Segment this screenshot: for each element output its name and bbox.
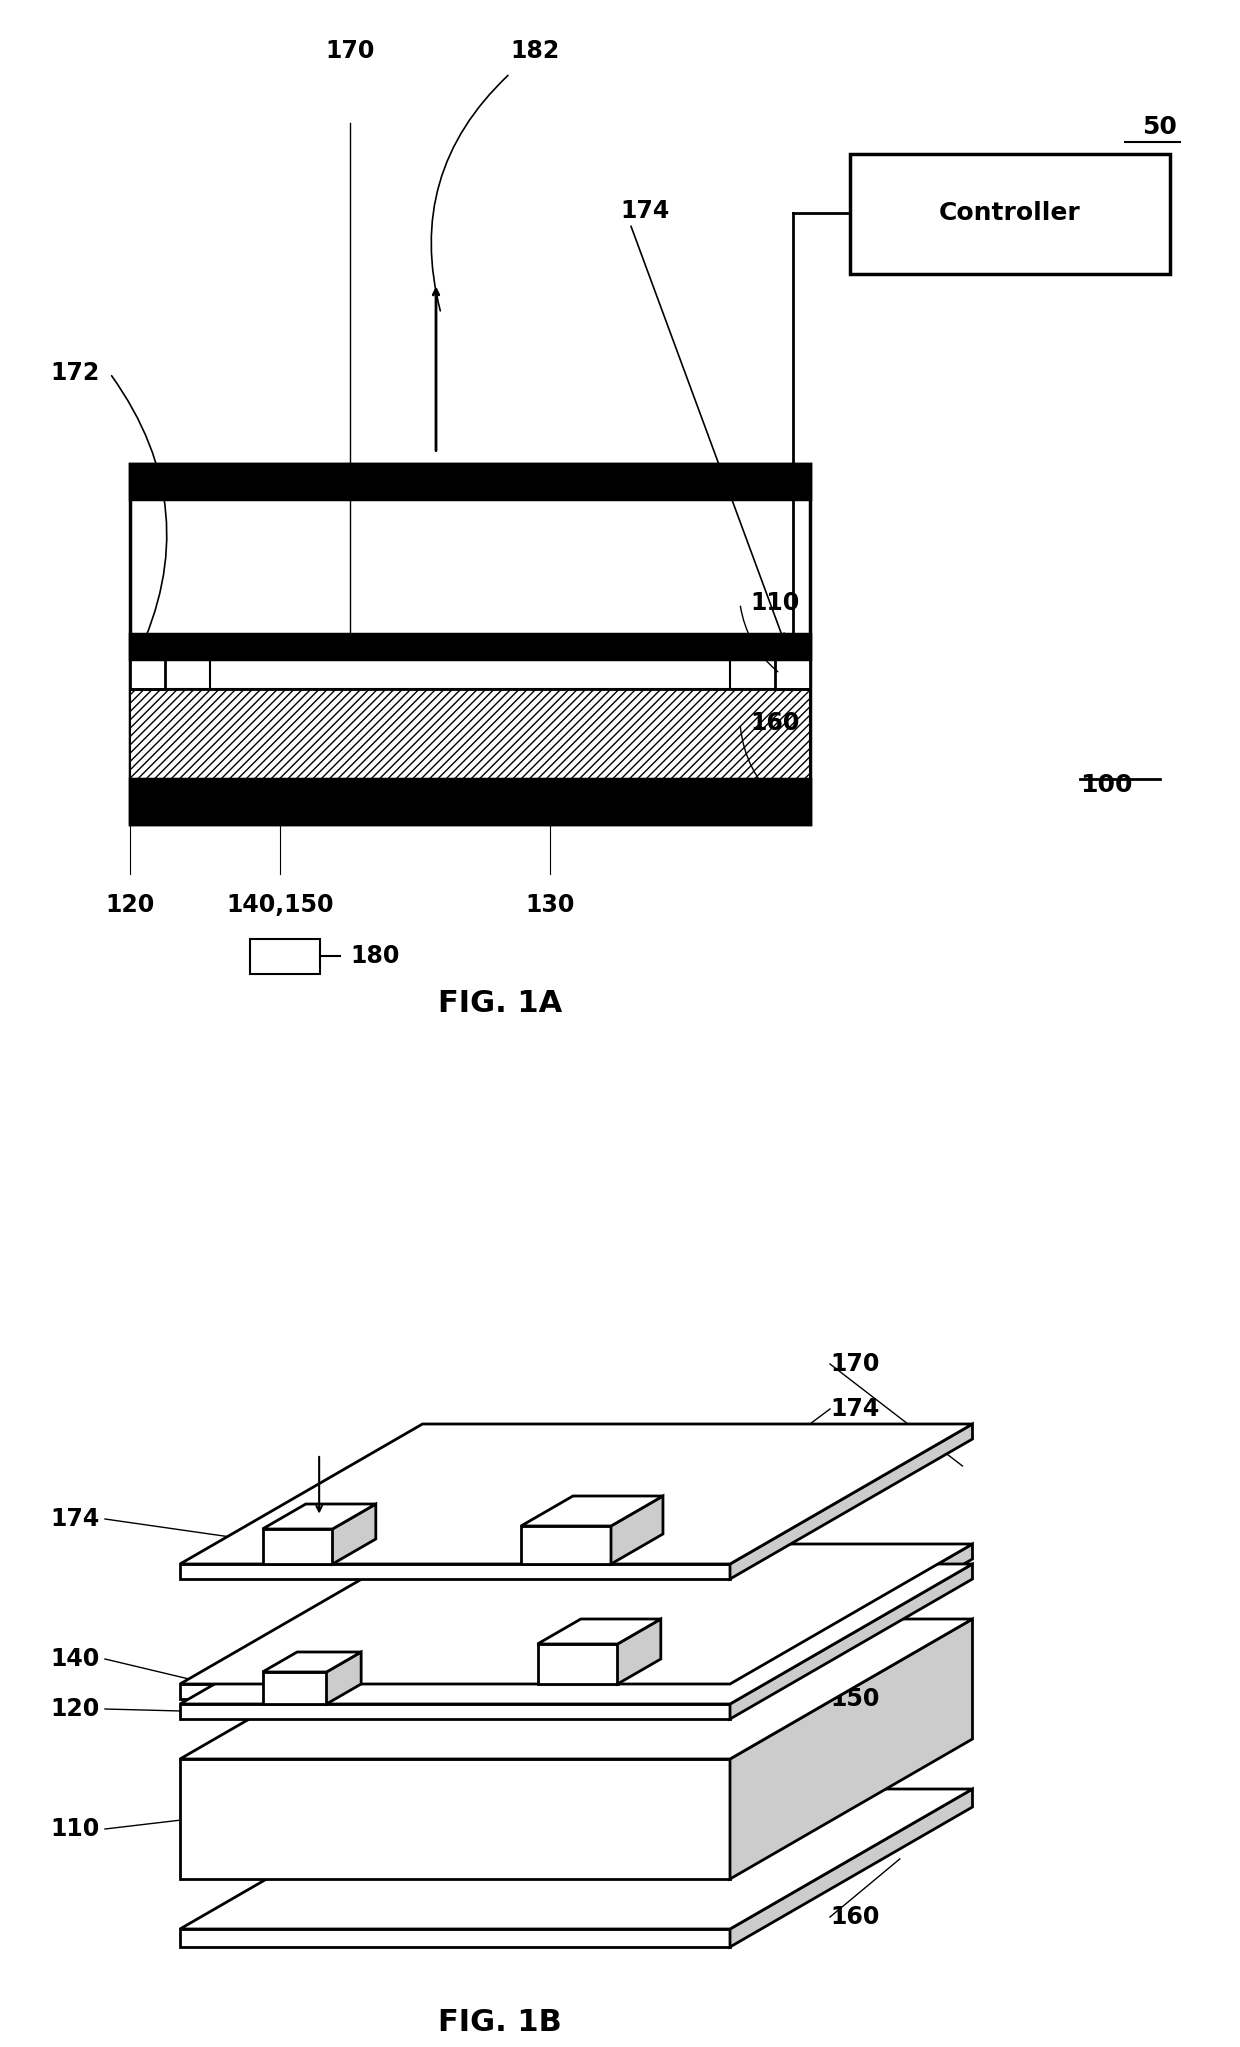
Bar bbox=[130, 463, 810, 499]
Text: FIG. 1B: FIG. 1B bbox=[438, 2008, 562, 2037]
Polygon shape bbox=[180, 1685, 730, 1699]
Polygon shape bbox=[521, 1496, 663, 1525]
Bar bbox=[210, 643, 730, 655]
Polygon shape bbox=[180, 1564, 972, 1703]
Polygon shape bbox=[730, 1564, 972, 1719]
Polygon shape bbox=[180, 1564, 730, 1578]
Polygon shape bbox=[180, 1789, 972, 1928]
Polygon shape bbox=[263, 1672, 326, 1703]
Text: 182: 182 bbox=[510, 39, 559, 63]
Bar bbox=[130, 633, 165, 688]
Polygon shape bbox=[180, 1758, 730, 1879]
Polygon shape bbox=[730, 1425, 972, 1578]
Polygon shape bbox=[180, 1425, 972, 1564]
Bar bbox=[130, 633, 810, 659]
Polygon shape bbox=[537, 1644, 618, 1685]
Bar bbox=[849, 154, 1171, 274]
Text: 130: 130 bbox=[830, 1652, 879, 1676]
Text: FIG. 1A: FIG. 1A bbox=[438, 989, 562, 1019]
Polygon shape bbox=[730, 1789, 972, 1947]
Text: 120: 120 bbox=[105, 892, 155, 917]
Bar bbox=[130, 778, 810, 823]
Bar bbox=[130, 463, 810, 823]
Text: 174: 174 bbox=[51, 1507, 100, 1531]
Bar bbox=[130, 688, 810, 778]
Bar bbox=[775, 633, 810, 688]
Polygon shape bbox=[180, 1928, 730, 1947]
Polygon shape bbox=[263, 1505, 376, 1529]
Text: 110: 110 bbox=[750, 592, 800, 616]
Text: 160: 160 bbox=[830, 1906, 879, 1928]
Text: 110: 110 bbox=[51, 1818, 100, 1840]
Polygon shape bbox=[263, 1529, 332, 1564]
Text: 160: 160 bbox=[750, 712, 800, 735]
Polygon shape bbox=[611, 1496, 663, 1564]
Text: 50: 50 bbox=[1142, 115, 1178, 139]
Bar bbox=[210, 655, 730, 688]
Text: 130: 130 bbox=[526, 892, 574, 917]
Polygon shape bbox=[537, 1619, 661, 1644]
Polygon shape bbox=[730, 1543, 972, 1699]
Text: 120: 120 bbox=[51, 1697, 100, 1722]
Text: 174: 174 bbox=[830, 1396, 879, 1421]
Text: 172: 172 bbox=[50, 362, 99, 385]
Text: 170: 170 bbox=[325, 39, 374, 63]
Polygon shape bbox=[180, 1543, 972, 1685]
Polygon shape bbox=[521, 1525, 611, 1564]
Polygon shape bbox=[332, 1505, 376, 1564]
Text: 100: 100 bbox=[1080, 774, 1132, 798]
Bar bbox=[250, 938, 320, 974]
Text: Controller: Controller bbox=[939, 201, 1081, 225]
Polygon shape bbox=[263, 1652, 361, 1672]
Text: 140,150: 140,150 bbox=[226, 892, 334, 917]
Polygon shape bbox=[180, 1703, 730, 1719]
Text: 150: 150 bbox=[830, 1687, 879, 1711]
Text: 174: 174 bbox=[620, 199, 670, 223]
Polygon shape bbox=[326, 1652, 361, 1703]
Polygon shape bbox=[730, 1619, 972, 1879]
Polygon shape bbox=[618, 1619, 661, 1685]
Text: 170: 170 bbox=[830, 1351, 879, 1376]
Polygon shape bbox=[180, 1619, 972, 1758]
Text: 180: 180 bbox=[350, 944, 399, 968]
Text: 140: 140 bbox=[51, 1648, 100, 1670]
